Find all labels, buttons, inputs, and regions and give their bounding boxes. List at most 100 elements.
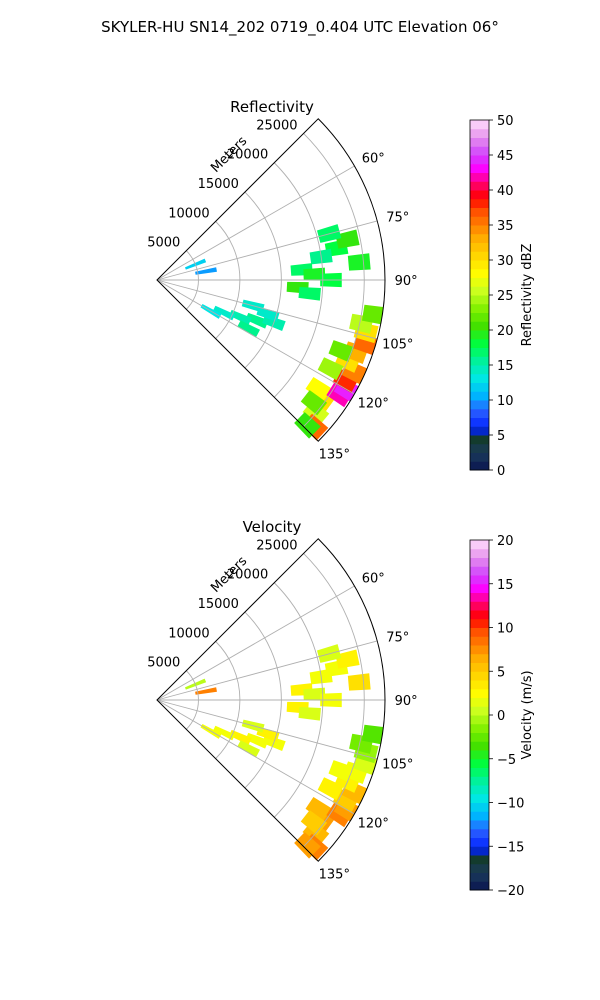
polar-frame [156, 118, 386, 442]
colorbar-tick-label: 40 [497, 184, 514, 199]
range-tick-label: 15000 [198, 177, 239, 192]
radar-gate [317, 777, 344, 801]
colorbar-segment [470, 277, 489, 287]
colorbar-segment [470, 662, 489, 672]
colorbar-segment [470, 811, 489, 821]
radar-gate [361, 724, 384, 745]
radar-gate [335, 229, 360, 249]
colorbar-segment [470, 653, 489, 663]
radar-gate [317, 357, 344, 381]
colorbar-segment [470, 750, 489, 760]
radar-gate [294, 412, 321, 439]
colorbar-segment [470, 347, 489, 357]
radar-gate [294, 832, 321, 859]
velocity-panel: Velocity 5000 10000 15000 20000 25000 60° 75° 90… [147, 518, 535, 899]
colorbar-segment [470, 295, 489, 305]
colorbar-label: Velocity (m/s) [520, 670, 535, 759]
range-tick-label: 20000 [227, 148, 268, 163]
colorbar-segment [470, 636, 489, 646]
colorbar-segment [470, 618, 489, 628]
colorbar-segment [470, 461, 489, 471]
colorbar-segment [470, 732, 489, 742]
colorbar-segment [470, 793, 489, 803]
colorbar-segment [470, 435, 489, 445]
angle-tick-label: 105° [382, 337, 413, 352]
radar-gate [300, 810, 328, 836]
colorbar-segment [470, 697, 489, 707]
colorbar-segment [470, 741, 489, 751]
colorbar-tick-label: −20 [497, 884, 524, 899]
colorbar-segment [470, 557, 489, 567]
colorbar-tick-label: 50 [497, 114, 514, 129]
radar-gates [184, 224, 384, 441]
colorbar-segment [470, 627, 489, 637]
colorbar-segment [470, 172, 489, 182]
colorbar-segment [470, 680, 489, 690]
radial-gridline [156, 699, 378, 760]
radar-gate [245, 732, 269, 749]
colorbar-segment [470, 330, 489, 340]
colorbar-segment [470, 137, 489, 147]
colorbar-label: Reflectivity dBZ [520, 244, 535, 347]
radar-gate [328, 760, 354, 782]
colorbar-segment [470, 671, 489, 681]
colorbar-segment [470, 268, 489, 278]
colorbar-tick-label: −10 [497, 797, 524, 812]
colorbar-segment [470, 233, 489, 243]
colorbar-tick-label: 25 [497, 289, 514, 304]
colorbar-tick-label: 5 [497, 429, 505, 444]
colorbar-segment [470, 216, 489, 226]
colorbar-segment [470, 758, 489, 768]
colorbar-segment [470, 872, 489, 882]
colorbar-segment [470, 855, 489, 865]
colorbar-segment [470, 356, 489, 366]
colorbar-segment [470, 155, 489, 165]
colorbar-segment [470, 443, 489, 453]
range-tick-label: 5000 [147, 236, 180, 251]
radar-gate [298, 706, 321, 721]
colorbar-segment [470, 645, 489, 655]
radar-gate [347, 253, 371, 271]
colorbar-segment [470, 198, 489, 208]
colorbar-segment [470, 785, 489, 795]
figure-suptitle: SKYLER-HU SN14_202 0719_0.404 UTC Elevat… [101, 18, 499, 37]
colorbar-tick-label: 15 [497, 578, 514, 593]
colorbar-segment [470, 207, 489, 217]
colorbar-tick-label: 15 [497, 359, 514, 374]
radial-gridline [156, 220, 378, 281]
colorbar-segment [470, 820, 489, 830]
colorbar-tick-label: −15 [497, 840, 524, 855]
colorbar-segment [470, 382, 489, 392]
colorbar-tick-label: 35 [497, 219, 514, 234]
colorbar-tick-label: 0 [497, 464, 505, 479]
radial-gridline [156, 640, 378, 701]
radial-gridline [156, 699, 355, 815]
range-tick-label: 5000 [147, 656, 180, 671]
radial-gridline [156, 279, 378, 340]
angle-tick-label: 60° [362, 571, 385, 586]
colorbar-segment [470, 312, 489, 322]
panel-title: Reflectivity [230, 98, 314, 116]
colorbar-segment [470, 767, 489, 777]
colorbar-segment [470, 452, 489, 462]
colorbar-segment [470, 260, 489, 270]
radar-gate [347, 673, 371, 691]
radar-gate [195, 267, 217, 275]
radar-gate [305, 796, 332, 822]
colorbar-segment [470, 881, 489, 891]
radar-gate [213, 305, 236, 321]
colorbar-segment [470, 408, 489, 418]
colorbar-tick-label: 5 [497, 665, 505, 680]
radar-gate [237, 740, 261, 758]
range-tick-label: 25000 [256, 538, 297, 553]
colorbar-segment [470, 417, 489, 427]
colorbar-segment [470, 688, 489, 698]
colorbar-segment [470, 540, 489, 550]
radar-gate [328, 340, 354, 362]
colorbar-segment [470, 706, 489, 716]
colorbar-segment [470, 592, 489, 602]
radar-gate [298, 286, 321, 301]
radial-gridline [156, 279, 355, 395]
colorbar: 0 5 10 15 20 25 30 35 40 45 50 Reflectivity dBZ [469, 114, 535, 479]
range-tick-label: 15000 [198, 597, 239, 612]
